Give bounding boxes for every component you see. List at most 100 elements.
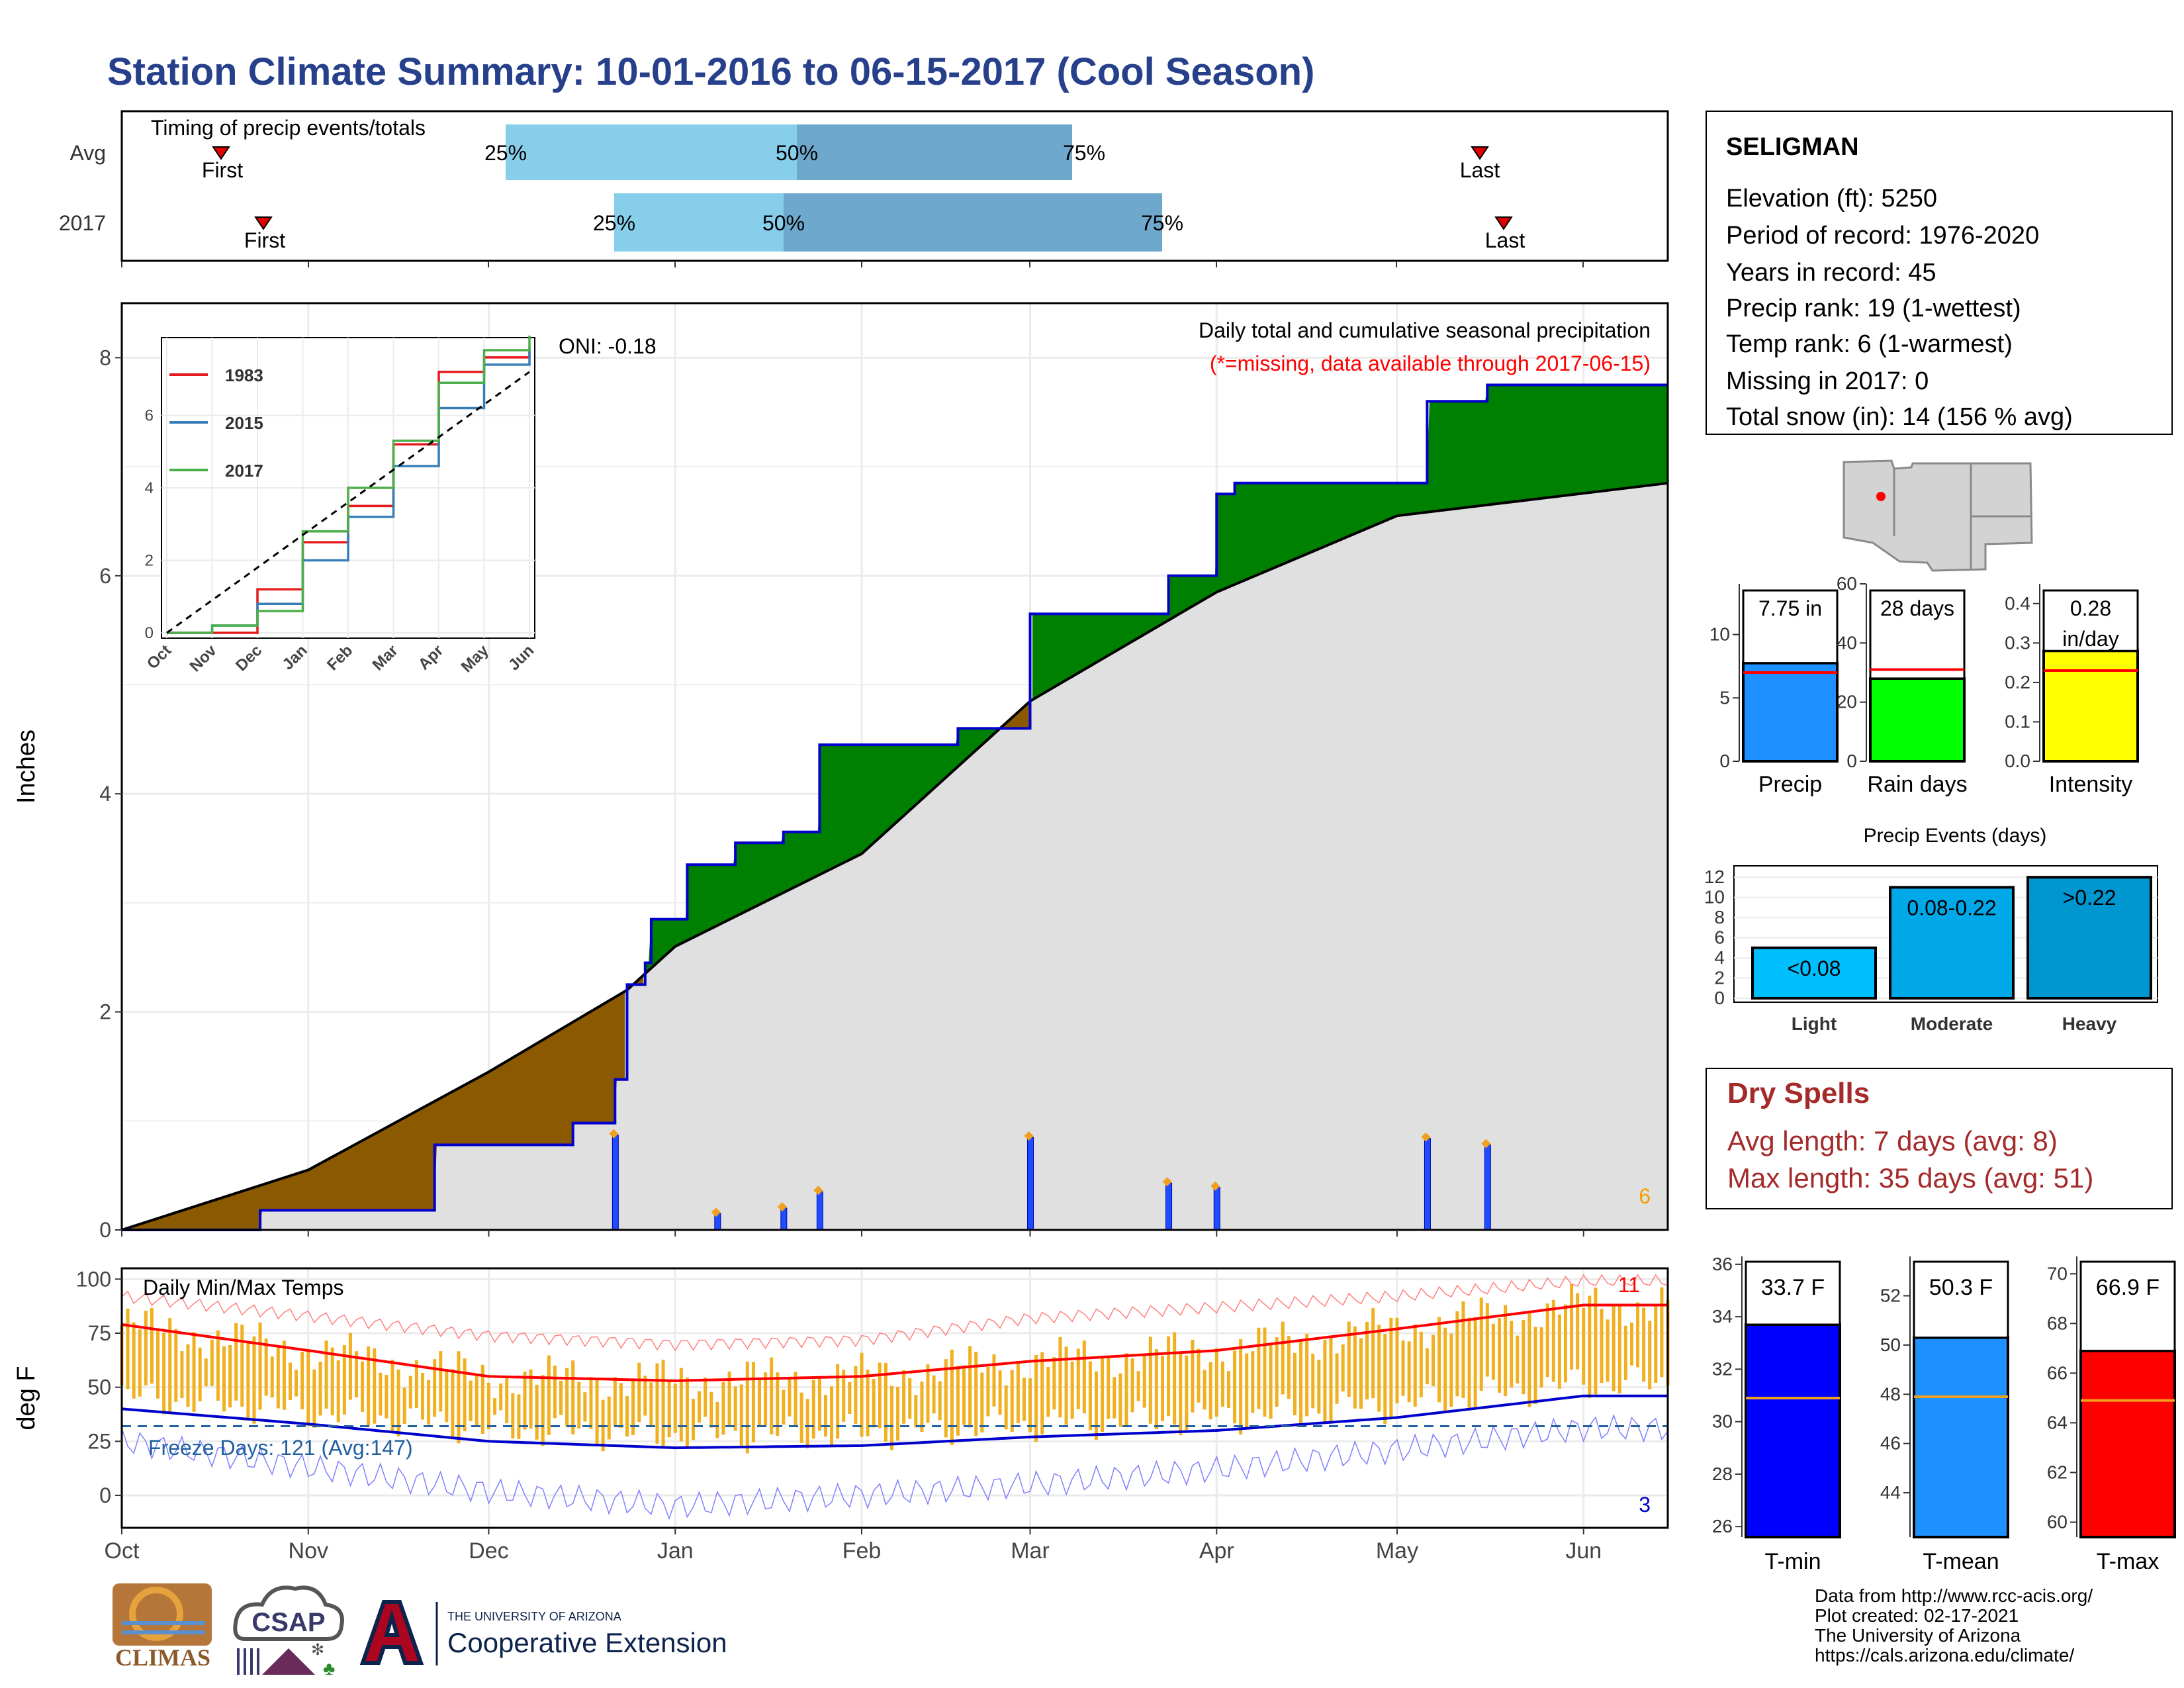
temp-daily-bar (727, 1371, 731, 1427)
timing-header: Timing of precip events/totals (151, 116, 426, 140)
temp-daily-bar (788, 1378, 792, 1417)
temp-daily-bar (860, 1352, 864, 1437)
temp-daily-bar (944, 1359, 948, 1438)
temp-daily-bar (1545, 1303, 1549, 1378)
summary-tick-label: 0 (1719, 751, 1730, 771)
temp-daily-bar (1563, 1304, 1567, 1383)
temp-daily-bar (631, 1380, 635, 1435)
temp-daily-bar (1413, 1324, 1417, 1407)
temp-summary-tick-label: 46 (1880, 1433, 1901, 1454)
temp-daily-bar (547, 1355, 551, 1435)
temp-summary-tick-label: 34 (1712, 1306, 1733, 1327)
temp-panel: 0 25 50 75 100 Oct Nov Dec Jan Feb Mar Apr May Jun D… (13, 1230, 1670, 1564)
temp-summary-label-0: T-min (1765, 1549, 1821, 1574)
temp-daily-bar (1275, 1337, 1279, 1407)
temp-daily-bar (1136, 1371, 1140, 1401)
temp-daily-bar (1347, 1321, 1351, 1397)
inset-ytick-label: 2 (145, 552, 154, 570)
temp-daily-bar (848, 1382, 852, 1414)
temp-daily-bar (956, 1366, 960, 1436)
temp-daily-bar (1203, 1370, 1206, 1410)
temp-daily-bar (980, 1372, 984, 1432)
temp-daily-bar (896, 1386, 900, 1441)
temp-daily-bar (1191, 1339, 1195, 1413)
temp-daily-bar (168, 1318, 172, 1414)
temp-daily-bar (180, 1351, 184, 1399)
temp-daily-bar (132, 1322, 136, 1399)
precip-peak-marker (777, 1201, 787, 1212)
temp-daily-bar (396, 1369, 400, 1436)
missing-note: (*=missing, data available through 2017-… (1210, 352, 1651, 375)
legend-2015-label: 2015 (225, 413, 263, 433)
temp-daily-bar (439, 1351, 443, 1412)
temp-daily-bar (1214, 1348, 1218, 1417)
events-bar-moderate (1889, 886, 2015, 1000)
temp-daily-bar (745, 1361, 749, 1454)
events-tick-label: 0 (1714, 988, 1725, 1008)
temp-daily-bar (1130, 1358, 1134, 1413)
temp-daily-bar (367, 1346, 371, 1426)
timing-2017-last: Last (1485, 228, 1525, 252)
temp-daily-bar (1004, 1385, 1008, 1430)
temp-daily-bar (258, 1322, 262, 1410)
ua-small-text: THE UNIVERSITY OF ARIZONA (447, 1610, 621, 1623)
temp-daily-bar (1052, 1357, 1056, 1410)
oni-label: ONI: -0.18 (559, 334, 657, 358)
summary-bar-1 (1869, 677, 1966, 763)
inset-line-2017 (167, 336, 531, 634)
temp-daily-bar (1257, 1327, 1261, 1409)
temp-daily-bar (938, 1381, 942, 1421)
temp-daily-bar (914, 1395, 918, 1428)
temp-daily-bar (427, 1380, 431, 1425)
temp-daily-bar (589, 1377, 593, 1429)
station-name: SELIGMAN (1726, 133, 1859, 161)
climas-sun-icon (129, 1587, 183, 1641)
freeze-days-label: Freeze Days: 121 (Avg:147) (148, 1436, 413, 1460)
month-tick-label: Mar (1011, 1538, 1050, 1564)
summary-tick-label: 10 (1709, 624, 1730, 645)
temp-daily-bar (1582, 1307, 1586, 1385)
daily-precip-bar (1424, 1138, 1431, 1231)
temp-daily-bar (138, 1329, 142, 1397)
climas-logo: CLIMAS (113, 1583, 212, 1671)
timing-avg-q25-q50 (506, 124, 797, 180)
precip-peak-marker (711, 1207, 721, 1217)
temp-daily-bar (330, 1347, 334, 1416)
station-missing: Missing in 2017: 0 (1726, 367, 1929, 395)
csap-logo: CSAP ✻ ♣ (233, 1585, 344, 1679)
timing-panel: Timing of precip events/totals Avg First… (59, 110, 1669, 267)
temp-daily-bar (1154, 1349, 1158, 1430)
temp-daily-bar (1076, 1348, 1080, 1409)
temp-daily-bar (541, 1375, 545, 1446)
temp-daily-bar (324, 1340, 328, 1409)
temp-y-axis-label: deg F (13, 1366, 40, 1430)
month-tick-label: May (1376, 1538, 1418, 1564)
temp-daily-bar (643, 1376, 647, 1416)
temp-daily-bar (318, 1361, 322, 1416)
timing-2017-q50: 50% (762, 211, 805, 235)
temp-daily-bar (1293, 1352, 1297, 1416)
temp-daily-bar (1401, 1340, 1405, 1396)
timing-2017-q25: 25% (593, 211, 635, 235)
temp-daily-bar (1522, 1320, 1525, 1395)
csap-logo-text: CSAP (251, 1608, 325, 1637)
precip-ytick-label: 2 (99, 1000, 111, 1024)
footer-line-data: Data from http://www.rcc-acis.org/ (1815, 1585, 2093, 1606)
station-years: Years in record: 45 (1726, 259, 1936, 287)
temp-daily-bar (1504, 1305, 1508, 1397)
events-tick-label: 6 (1714, 927, 1725, 948)
csap-snow-icon: ✻ (311, 1641, 324, 1659)
temp-daily-bar (1371, 1308, 1375, 1399)
daily-precip-bar (780, 1207, 788, 1231)
temp-daily-bar (210, 1339, 214, 1386)
temp-daily-bar (361, 1361, 365, 1412)
temp-daily-bar (150, 1307, 154, 1384)
inset-ytick-label: 6 (145, 407, 154, 425)
temp-daily-bar (889, 1385, 893, 1450)
temp-daily-bar (216, 1330, 220, 1401)
temp-daily-bar (457, 1351, 461, 1444)
month-tick-label: Nov (289, 1538, 328, 1564)
timing-avg-last-marker (1471, 146, 1489, 160)
temp-summary-bar-2 (2079, 1349, 2176, 1539)
daily-precip-bar (1027, 1137, 1034, 1231)
